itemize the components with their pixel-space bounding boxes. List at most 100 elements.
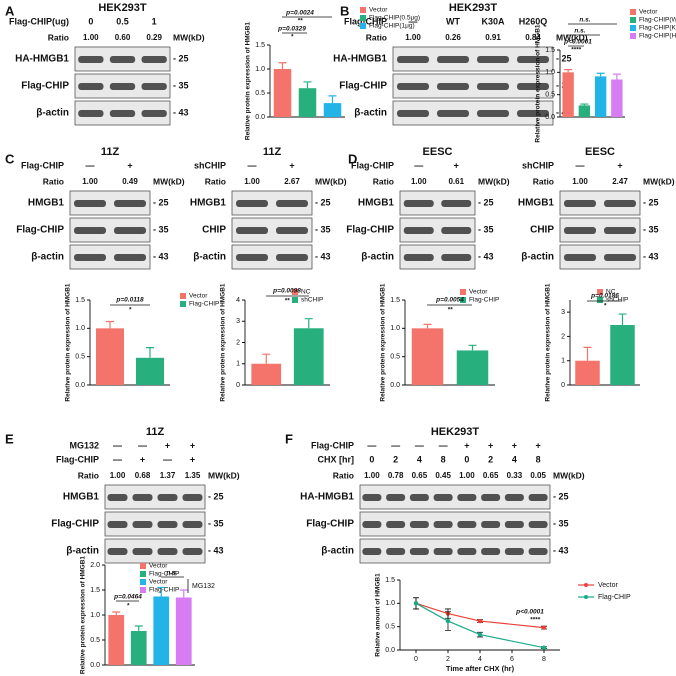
band-label: β-actin [193, 252, 226, 263]
blot-band [433, 548, 453, 555]
blot-band [457, 494, 477, 501]
blot-band [141, 110, 167, 117]
annotation: * [129, 307, 132, 314]
y-tick-label: 0 [561, 382, 565, 389]
y-axis-label: Relative protein expression of HMGB1 [380, 283, 387, 401]
annotation: **** [571, 47, 582, 54]
band-mw: - 35 [208, 518, 224, 528]
band-mw: - 25 [478, 197, 494, 207]
error-bar [278, 62, 287, 69]
blot-band [157, 548, 178, 555]
blot-band [564, 227, 596, 234]
blot-title: 11Z [263, 146, 282, 158]
legend-swatch [140, 563, 146, 569]
ratio-value: 0.65 [412, 471, 428, 480]
error-bar [304, 318, 313, 329]
mw-label: MW(kD) [478, 176, 510, 186]
blot-band [109, 83, 136, 90]
legend-label: Vector [149, 579, 168, 586]
band-label: β-actin [31, 252, 64, 263]
legend-label: Vector [149, 563, 168, 570]
lane-label: 0.5 [116, 16, 129, 26]
band-mw: - 35 [173, 80, 189, 90]
lane-label: 2 [488, 454, 493, 464]
band-mw: - 35 [478, 224, 494, 234]
y-tick-label: 1.5 [75, 297, 85, 304]
lane-label: 4 [417, 454, 422, 464]
band-label: Flag-CHIP [16, 225, 64, 236]
condition-label: shCHIP [194, 160, 226, 170]
bar [153, 596, 170, 665]
lane-label: — [576, 160, 585, 170]
bar [251, 363, 282, 385]
annotation: n.s. [574, 28, 585, 35]
legend-swatch [630, 25, 636, 31]
blot-band [78, 56, 104, 63]
ratio-value: 0.91 [485, 33, 501, 42]
panel-label: A [5, 3, 15, 18]
band-label: HA-HMGB1 [333, 54, 387, 65]
annotation: ** [297, 18, 303, 25]
y-axis-label: Relative protein expression of HMGB1 [535, 24, 542, 142]
bar [594, 76, 607, 117]
band-label: β-actin [361, 252, 394, 263]
lane-label: + [190, 440, 195, 450]
legend-swatch [180, 301, 186, 307]
y-tick-label: 3 [236, 318, 240, 325]
annotation: ** [447, 307, 453, 314]
blot-band [441, 254, 472, 261]
band-mw: - 25 [556, 53, 572, 63]
y-axis-label: Relative protein expression of HMGB1 [65, 283, 72, 401]
blot-band [504, 494, 524, 501]
blot-band [182, 521, 203, 528]
legend-label: shCHIP [606, 297, 628, 304]
lane-label: — [367, 440, 376, 450]
y-tick-label: 1.0 [390, 325, 400, 332]
x-tick-label: 8 [542, 656, 546, 663]
blot-band [362, 521, 382, 528]
annotation: p<0.0001 [515, 609, 544, 616]
ratio-value: 1.37 [160, 471, 176, 480]
blot-band [236, 227, 268, 234]
series-line [415, 602, 545, 649]
ratio-label: Ratio [533, 176, 554, 186]
ratio-value: 0.78 [388, 471, 404, 480]
band-label: HMGB1 [190, 198, 227, 209]
blot-band [157, 494, 178, 501]
band-mw: - 25 [553, 491, 569, 501]
band-label: Flag-CHIP [51, 519, 99, 530]
y-tick-label: 1 [561, 358, 565, 365]
legend-label: Vector [469, 289, 488, 296]
annotation: p=0.0186 [590, 293, 619, 300]
blot-title: HEK293T [431, 426, 480, 438]
bar [562, 72, 574, 117]
legend-swatch [630, 17, 636, 23]
blot-band [457, 548, 477, 555]
legend-label: Flag-CHIP [189, 301, 219, 308]
legend-swatch [597, 297, 603, 303]
lane-label: H260Q [519, 16, 548, 26]
ratio-value: 0.45 [435, 471, 451, 480]
blot-band [397, 110, 429, 117]
blot-band [157, 521, 178, 528]
y-tick-label: 1.5 [385, 577, 395, 584]
ratio-value: 1.00 [110, 471, 126, 480]
legend-label: Flag-CHIP [149, 571, 179, 578]
band-mw: - 35 [553, 518, 569, 528]
lane-label: — [415, 440, 424, 450]
band-label: CHIP [530, 225, 554, 236]
ratio-value: 1.35 [185, 471, 201, 480]
panel-label: C [5, 151, 15, 166]
blot-band [409, 494, 429, 501]
legend-swatch [360, 23, 366, 29]
condition-label: Flag-CHIP [311, 440, 354, 450]
band-mw: - 43 [553, 545, 569, 555]
ratio-value: 0.68 [135, 471, 151, 480]
lane-label: + [140, 454, 145, 464]
annotation: * [127, 603, 130, 610]
blot-band [604, 200, 636, 207]
y-tick-label: 0.5 [90, 637, 100, 644]
legend-swatch [460, 297, 466, 303]
ratio-value: 0.84 [525, 33, 541, 42]
legend-marker [584, 583, 588, 587]
